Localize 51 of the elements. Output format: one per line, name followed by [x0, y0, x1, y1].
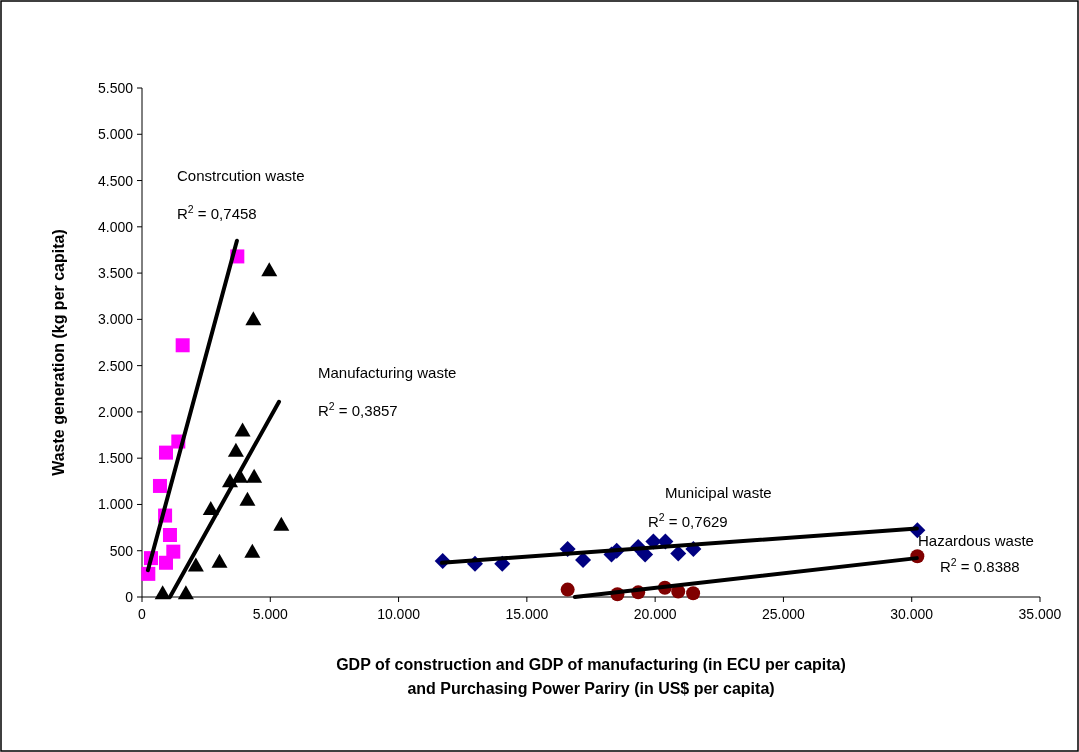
y-axis-title: Waste generation (kg per capita) [50, 229, 67, 476]
point [239, 491, 256, 506]
annotation: R$^{2}$ = 0,7458 [177, 203, 257, 222]
annotation: R$^{2}$ = 0,3857 [318, 400, 398, 419]
annotation: Hazardous waste [918, 532, 1034, 549]
x-tick-label: 35.000 [1018, 606, 1062, 622]
point [273, 516, 290, 531]
point [670, 545, 687, 562]
point [246, 468, 263, 483]
y-tick-label: 500 [109, 542, 134, 559]
point [244, 543, 261, 558]
point [227, 442, 244, 457]
y-tick-label: 2.000 [97, 403, 134, 420]
y-tick-label: 4.000 [97, 218, 134, 235]
x-tick-label: 0 [138, 606, 147, 622]
point [158, 445, 173, 460]
point [261, 262, 278, 277]
point [560, 582, 575, 597]
y-tick-label: 3.500 [97, 265, 134, 282]
y-tick-label: 3.000 [97, 311, 134, 328]
x-tick-label: 15.000 [505, 606, 549, 622]
point [187, 557, 204, 572]
point [177, 585, 194, 600]
y-tick-label: 1.000 [97, 496, 134, 513]
y-tick-label: 1.500 [97, 450, 134, 467]
y-tick-label: 5.000 [97, 126, 134, 143]
point [152, 478, 167, 493]
point [154, 585, 171, 600]
point [234, 422, 251, 437]
point [166, 544, 181, 559]
point [162, 528, 177, 542]
y-tick-label: 4.500 [97, 172, 134, 189]
x-axis-title: GDP of construction and GDP of manufacturing (in ECU per capita) and Purchasing Power Pariry (in US$ per capita) [336, 656, 846, 697]
annotation: Constrcution waste [177, 167, 305, 184]
x-tick-label: 5.000 [252, 606, 289, 622]
y-tick-label: 0 [125, 589, 134, 605]
x-tick-label: 30.000 [890, 606, 934, 622]
x-tick-label: 20.000 [633, 606, 677, 622]
point [211, 553, 228, 568]
annotation: R$^{2}$ = 0,7629 [648, 511, 728, 530]
annotation: Municipal waste [665, 484, 772, 501]
y-tick-label: 2.500 [97, 357, 134, 374]
point [686, 586, 701, 601]
annotation: R$^{2}$ = 0.8388 [940, 556, 1020, 575]
point [245, 311, 262, 326]
annotation: Manufacturing waste [318, 364, 457, 381]
x-tick-label: 10.000 [377, 606, 421, 622]
y-tick-label: 5.500 [97, 80, 134, 96]
point [175, 338, 190, 353]
point [141, 566, 156, 581]
x-tick-label: 25.000 [762, 606, 806, 622]
